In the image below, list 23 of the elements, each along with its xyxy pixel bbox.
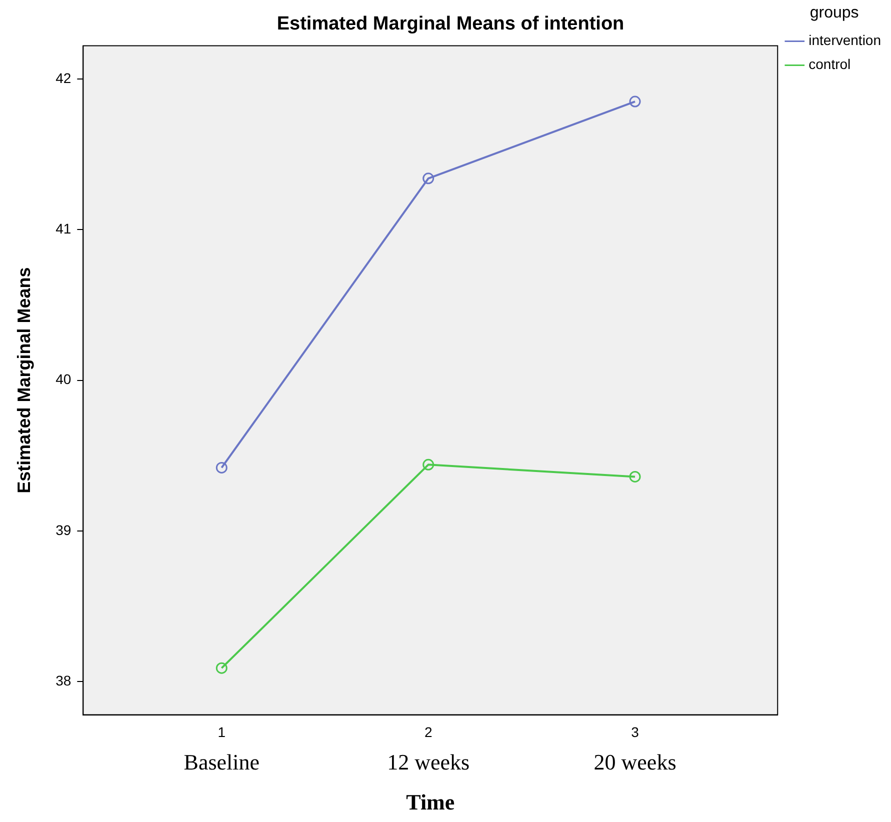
y-axis-title: Estimated Marginal Means: [14, 267, 34, 494]
point: [629, 470, 641, 482]
legend-label: intervention: [808, 32, 882, 48]
text: 20 weeks: [594, 750, 676, 775]
legend-label: control: [808, 56, 851, 72]
x-tick-label: 3: [631, 724, 640, 740]
legend-title: groups: [810, 4, 859, 22]
point: [216, 462, 228, 474]
y-tick-label: 41: [56, 220, 72, 236]
y-tick-label: 40: [56, 371, 72, 388]
point: [629, 96, 641, 108]
text: 12 weeks: [387, 750, 470, 775]
point: [422, 172, 434, 184]
chart-title: Estimated Marginal Means of intention: [276, 14, 624, 35]
y-tick-label: 42: [56, 70, 72, 86]
x-tick-label: 2: [424, 724, 432, 740]
x-axis-title: Time: [406, 789, 455, 814]
text: Baseline: [184, 750, 260, 775]
point: [422, 458, 434, 470]
y-tick-label: 39: [56, 522, 72, 538]
point: [216, 662, 228, 674]
x-tick-label: 1: [218, 724, 226, 740]
y-tick-label: 38: [56, 672, 72, 689]
